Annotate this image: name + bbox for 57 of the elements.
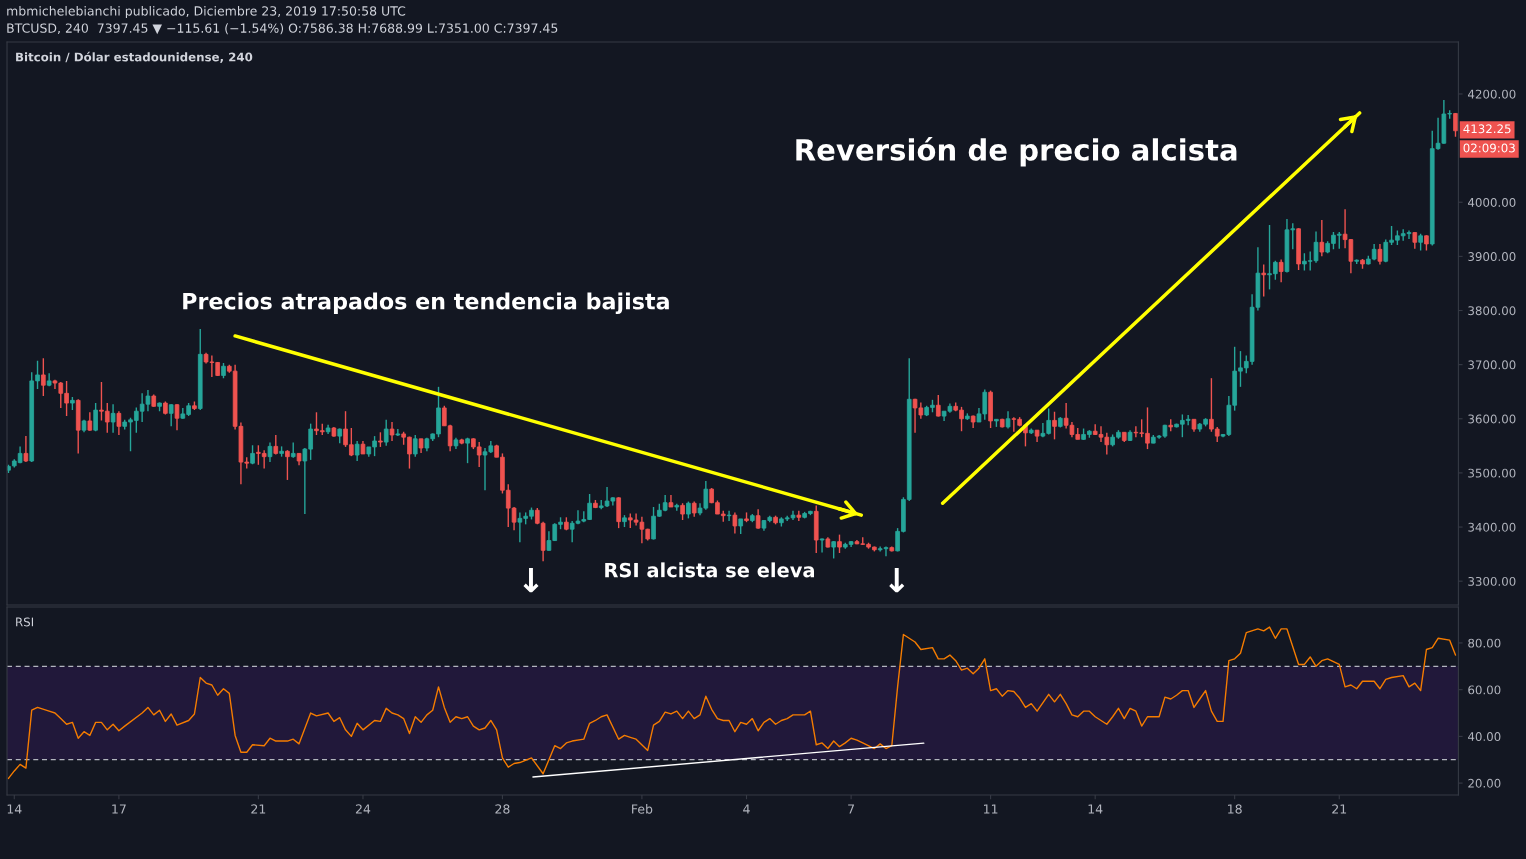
candlestick — [1296, 227, 1301, 271]
x-tick-label: 21 — [1332, 804, 1347, 814]
candlestick — [819, 537, 825, 554]
x-tick-label: 18 — [1228, 804, 1242, 814]
y-tick-label: 3700.00 — [1468, 360, 1516, 370]
y-tick-label: 3400.00 — [1468, 522, 1516, 532]
candlestick — [383, 419, 389, 447]
x-tick-label: Feb — [632, 804, 653, 814]
annotation: Precios atrapados en tendencia bajista — [183, 292, 669, 315]
text: BTCUSD, 240 7397.45 ▼ −115.61 (−1.54%) O:7586.38 H:7688.99 L:7351.00 C:7397.45 — [7, 23, 558, 35]
x-tick-label: 24 — [355, 804, 371, 814]
y-tick-label: 4000.00 — [1468, 197, 1516, 207]
x-tick-label: 21 — [251, 804, 266, 814]
text: RSI — [16, 617, 34, 627]
y-tick-label: 20.00 — [1468, 778, 1501, 788]
candlestick — [1191, 418, 1197, 433]
text: mbmichelebianchi publicado, Diciembre 23, 2019 17:50:58 UTC — [7, 5, 406, 19]
y-tick-label: 3600.00 — [1468, 414, 1516, 424]
annotation: RSI alcista se eleva — [605, 562, 814, 578]
candlestick — [41, 357, 46, 397]
text: Bitcoin / Dólar estadounidense, 240 — [16, 51, 253, 63]
x-tick-label: 14 — [7, 804, 22, 814]
candlestick — [395, 428, 401, 437]
x-tick-label: 14 — [1088, 804, 1103, 814]
candlestick — [81, 419, 87, 434]
x-tick-label: 7 — [848, 804, 855, 814]
y-tick-label: 80.00 — [1468, 638, 1501, 648]
y-tick-label: 3800.00 — [1468, 306, 1516, 316]
x-tick-label: 17 — [112, 804, 126, 814]
x-tick-label: 11 — [984, 804, 998, 814]
candlestick — [412, 434, 418, 458]
annotation: ↓ — [889, 567, 905, 593]
candlestick — [1052, 411, 1057, 441]
candlestick — [1005, 410, 1011, 430]
candlestick — [796, 510, 802, 522]
y-tick-label: 60.00 — [1468, 685, 1501, 695]
candlestick — [668, 494, 674, 508]
candlestick — [360, 440, 366, 455]
y-tick-label: 4200.00 — [1468, 89, 1516, 99]
annotation: Reversión de precio alcista — [796, 137, 1237, 167]
candlestick — [174, 403, 180, 431]
y-tick-label: 40.00 — [1468, 732, 1501, 742]
annotation: ↓ — [523, 567, 539, 593]
candlestick — [93, 402, 98, 432]
y-tick-label: 3900.00 — [1468, 252, 1516, 262]
x-tick-label: 28 — [495, 804, 510, 814]
candlestick — [726, 510, 732, 522]
candlestick — [935, 394, 941, 418]
y-tick-label: 3300.00 — [1468, 576, 1516, 586]
candlestick — [465, 437, 470, 464]
candlestick — [250, 444, 255, 465]
y-tick-label: 3500.00 — [1468, 468, 1516, 478]
text: 4132.25 — [1463, 124, 1511, 134]
candlestick — [837, 533, 842, 554]
candlestick — [389, 421, 395, 442]
x-tick-label: 4 — [743, 804, 750, 814]
text: 02:09:03 — [1463, 143, 1515, 153]
